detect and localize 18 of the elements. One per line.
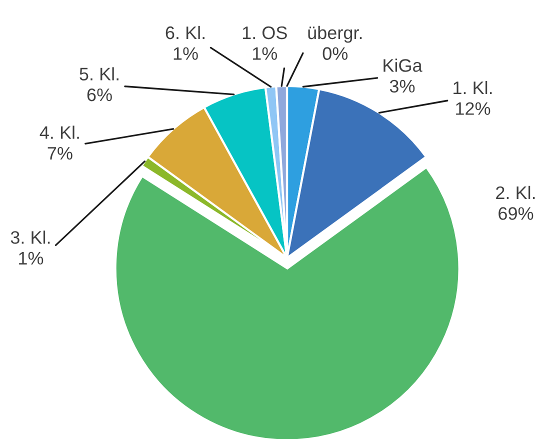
data-label: 1% [252,47,278,60]
category-label: übergr. [308,26,362,43]
text: 0% [322,47,348,60]
slice-label: 1. OS [242,26,287,40]
data-label: 6% [87,88,112,102]
data-label: 1% [174,47,198,60]
data-label: 7% [48,147,72,160]
slice-label: 2. Kl. [496,186,535,199]
data-label: 3% [390,80,415,93]
slice-label: 3. Kl. [10,230,50,244]
data-label: 69% [498,207,534,220]
data-label: 1% [19,252,44,265]
slice-label: 5. Kl. [80,67,118,80]
slice-label: KiGa [384,58,422,72]
slice-label: 1. Kl. [454,80,492,94]
data-label: 12% [456,102,490,115]
slice-label: 6. Kl. [166,26,204,40]
slice-label: 4. Kl. [40,126,79,139]
